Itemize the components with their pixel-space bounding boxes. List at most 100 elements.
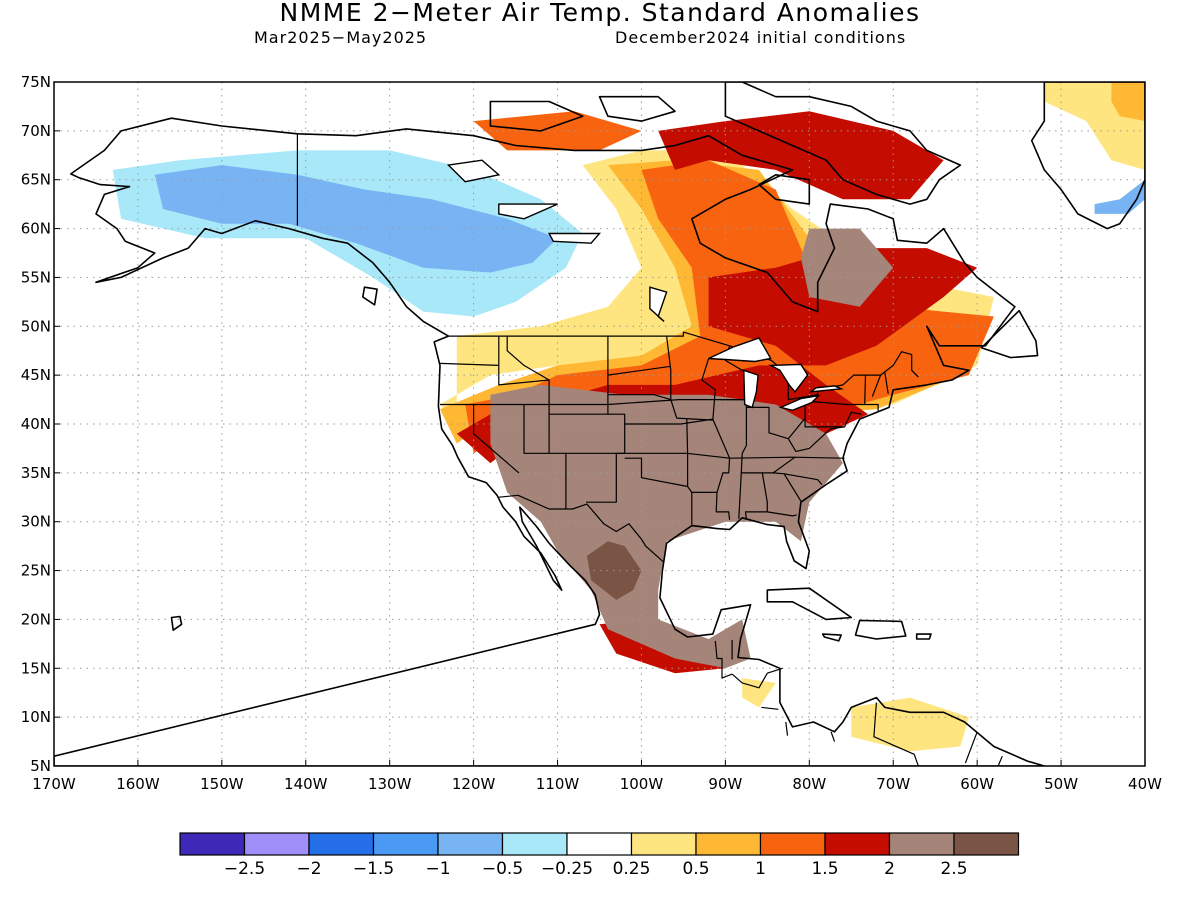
coastline [758, 174, 811, 205]
colorbar-box [824, 832, 891, 856]
coastlines [54, 82, 1145, 766]
lon-tick-label: 80W [792, 775, 826, 793]
lat-tick-label: 10N [21, 708, 51, 726]
border-line [506, 336, 550, 381]
coastline [170, 615, 183, 631]
anomaly-region [490, 384, 843, 669]
lon-tick-label: 130W [368, 775, 412, 793]
colorbar-box [308, 832, 375, 856]
map-title: NMME 2−Meter Air Temp. Standard Anomalie… [279, 0, 921, 27]
coastline [980, 309, 1039, 359]
lon-tick-label: 40W [1128, 775, 1162, 793]
coastline [54, 117, 1046, 766]
border-line [830, 731, 836, 742]
lon-tick-label: 60W [960, 775, 994, 793]
lat-tick-label: 45N [21, 366, 51, 384]
colorbar-label: −1.5 [353, 859, 394, 879]
anomaly-region [800, 228, 894, 307]
colorbar-label: 1.5 [811, 859, 838, 879]
colorbar-label: −0.25 [541, 859, 593, 879]
lat-tick-label: 15N [21, 659, 51, 677]
lon-tick-label: 120W [452, 775, 496, 793]
lon-tick-label: 90W [708, 775, 742, 793]
anomaly-region [154, 165, 558, 273]
colorbar-label: 1 [755, 859, 766, 879]
longitude-axis: 170W 160W 150W 140W 130W 120W 110W 100W 90W 80W 70… [32, 760, 1162, 793]
colorbar-box [888, 832, 955, 856]
lat-tick-label: 50N [21, 317, 51, 335]
border-line [714, 640, 733, 679]
lake [743, 369, 759, 409]
colorbar-label: −0.5 [482, 859, 523, 879]
latitude-axis: 5N 10N 15N 20N 25N 30N 35N 40N 45N 50N 55N 60N 65N 70… [21, 73, 60, 775]
coastline [1030, 82, 1145, 230]
border-line [787, 411, 862, 452]
initial-conditions: December2024 initial conditions [615, 28, 907, 47]
colorbar-label: −2.5 [224, 859, 265, 879]
lat-tick-label: 60N [21, 220, 51, 238]
colorbar-box [243, 832, 310, 856]
lake [498, 203, 558, 220]
lon-tick-label: 70W [876, 775, 910, 793]
anomaly-region [1111, 82, 1145, 122]
lat-tick-label: 75N [21, 73, 51, 91]
anomaly-region [851, 697, 969, 752]
border-line [712, 418, 731, 493]
border-line [997, 755, 1003, 766]
border-line [731, 667, 783, 689]
colorbar-box [566, 832, 633, 856]
lat-tick-label: 30N [21, 513, 51, 531]
border-line [804, 404, 845, 428]
lat-tick-label: 5N [30, 757, 51, 775]
lat-tick-label: 40N [21, 415, 51, 433]
lake [547, 232, 602, 244]
colorbar-label: −2 [296, 859, 321, 879]
colorbar-label: 0.5 [682, 859, 709, 879]
lon-tick-label: 110W [536, 775, 580, 793]
lake [778, 394, 821, 412]
border-line [871, 374, 882, 397]
border-line [498, 365, 550, 405]
lat-tick-label: 35N [21, 464, 51, 482]
lat-tick-label: 25N [21, 562, 51, 580]
colorbar-box [179, 832, 246, 856]
colorbar-label: 2.5 [940, 859, 967, 879]
lon-tick-label: 160W [116, 775, 160, 793]
border-line [565, 452, 845, 459]
border-line [785, 721, 789, 736]
colorbar-box [437, 832, 504, 856]
coastline [362, 286, 378, 306]
colorbar-box [630, 832, 697, 856]
border-line [964, 731, 978, 764]
colorbar-box [759, 832, 826, 856]
lon-tick-label: 50W [1044, 775, 1078, 793]
anomaly-region [658, 111, 944, 200]
coastline [766, 587, 853, 621]
colorbar-box [953, 832, 1020, 856]
coastline [724, 82, 962, 205]
border-line [624, 419, 689, 488]
lon-tick-label: 170W [32, 775, 76, 793]
colorbar-box [695, 832, 762, 856]
lon-tick-label: 150W [200, 775, 244, 793]
lakes [446, 159, 844, 412]
border-line [523, 404, 567, 509]
coastline [489, 100, 584, 132]
border-line [666, 336, 672, 400]
lon-tick-label: 140W [284, 775, 328, 793]
colorbar: −2.5 −2 −1.5 −1 −0.5 −0.25 0.25 0.5 1 1.5 2 2.5 [179, 832, 1020, 879]
border-line [607, 394, 671, 401]
border-line [810, 375, 867, 406]
border-line [863, 403, 879, 412]
colorbar-box [372, 832, 439, 856]
coastline [854, 619, 907, 640]
border-line [473, 404, 520, 474]
border-line [873, 702, 919, 766]
border-line [783, 473, 823, 485]
lat-tick-label: 55N [21, 268, 51, 286]
lake [649, 286, 668, 322]
border-line [624, 418, 713, 425]
border-line [767, 511, 797, 517]
lake [708, 337, 772, 363]
